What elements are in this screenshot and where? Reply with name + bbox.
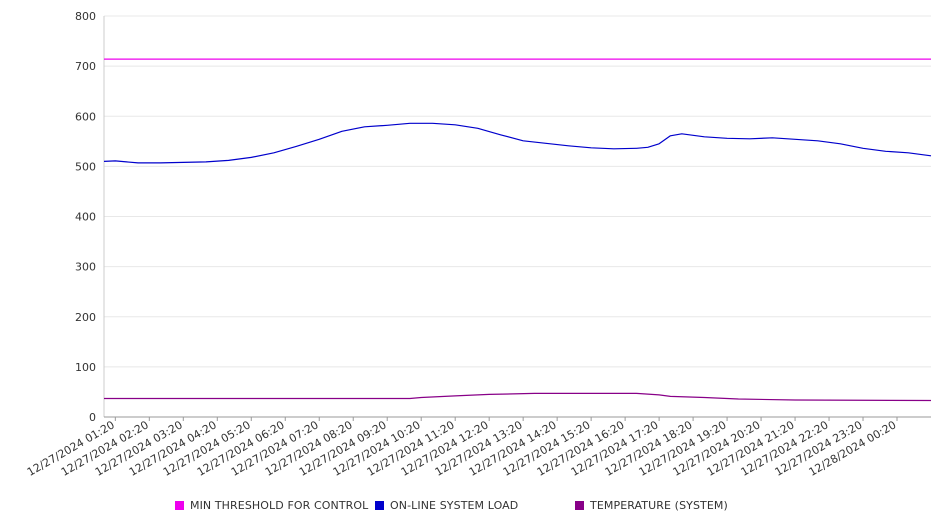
y-tick-label: 700 — [75, 60, 96, 73]
legend-item-online-system-load[interactable]: ON-LINE SYSTEM LOAD — [375, 499, 518, 512]
legend-item-min-threshold[interactable]: MIN THRESHOLD FOR CONTROL — [175, 499, 368, 512]
legend-swatch-min-threshold — [175, 501, 184, 510]
series-line-temperature-system — [104, 392, 932, 402]
y-tick-label: 500 — [75, 160, 96, 173]
y-tick-label: 0 — [89, 411, 96, 424]
y-tick-label: 800 — [75, 10, 96, 23]
y-tick-label: 200 — [75, 311, 96, 324]
series-line-online-system-load — [103, 122, 932, 164]
legend-swatch-temperature-system — [575, 501, 584, 510]
y-tick-label: 600 — [75, 110, 96, 123]
y-tick-label: 100 — [75, 361, 96, 374]
legend-label-online-system-load: ON-LINE SYSTEM LOAD — [390, 499, 519, 512]
legend-label-min-threshold: MIN THRESHOLD FOR CONTROL — [190, 499, 369, 512]
legend-item-temperature-system[interactable]: TEMPERATURE (SYSTEM) — [575, 499, 728, 512]
legend-swatch-online-system-load — [375, 501, 384, 510]
chart-legend: MIN THRESHOLD FOR CONTROL ON-LINE SYSTEM… — [0, 499, 946, 513]
y-tick-label: 400 — [75, 211, 96, 224]
y-tick-label: 300 — [75, 261, 96, 274]
legend-label-temperature-system: TEMPERATURE (SYSTEM) — [590, 499, 728, 512]
